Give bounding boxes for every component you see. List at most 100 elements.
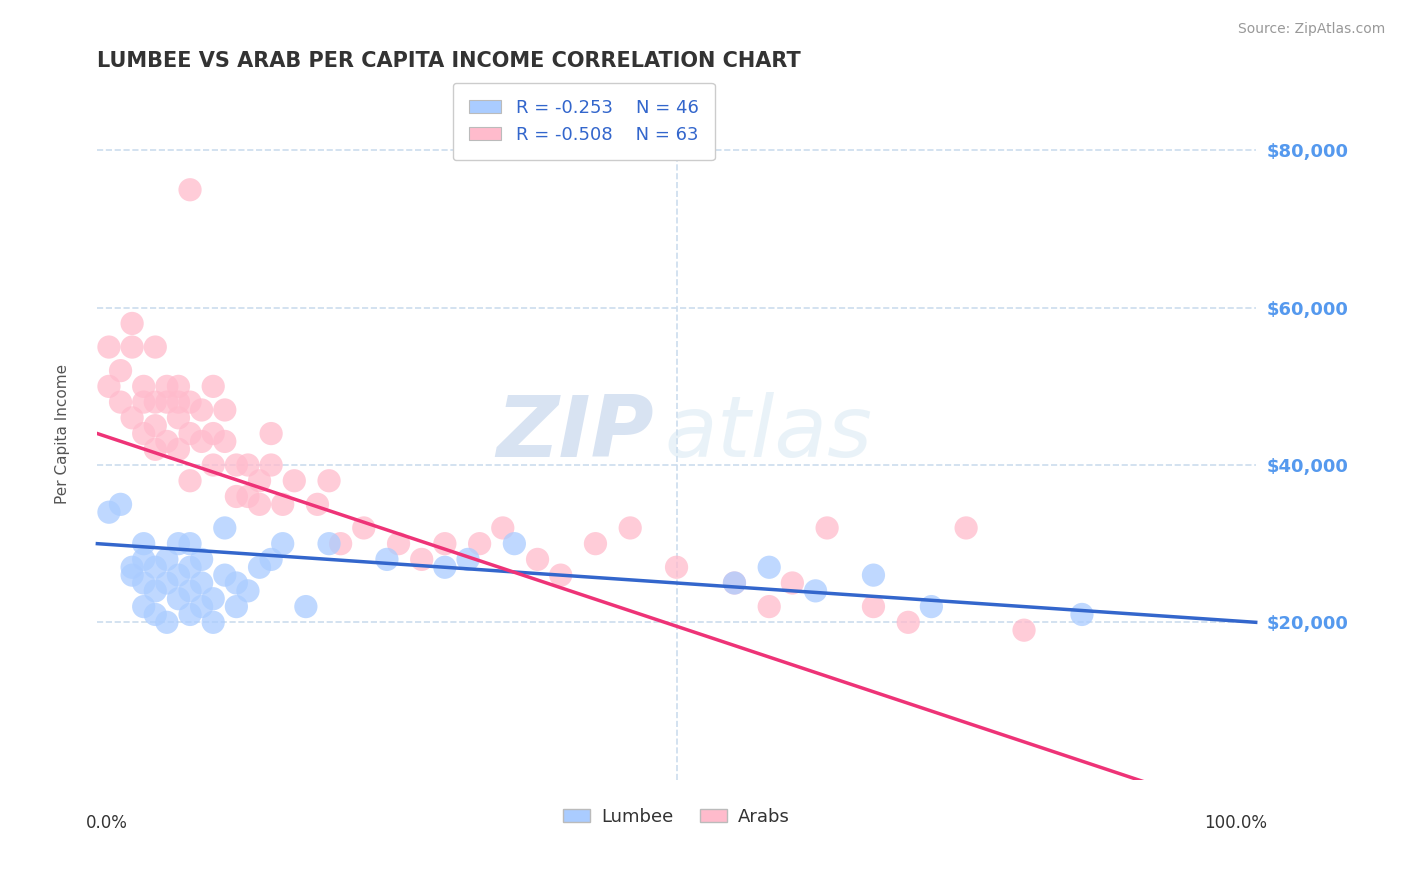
Point bbox=[121, 560, 143, 574]
Point bbox=[307, 497, 329, 511]
Point bbox=[167, 591, 190, 606]
Point bbox=[179, 395, 201, 409]
Text: ZIP: ZIP bbox=[496, 392, 654, 475]
Point bbox=[121, 410, 143, 425]
Point bbox=[143, 560, 166, 574]
Point bbox=[202, 615, 225, 630]
Point bbox=[143, 418, 166, 433]
Point bbox=[1012, 623, 1035, 637]
Point bbox=[143, 583, 166, 598]
Point bbox=[143, 442, 166, 457]
Point bbox=[433, 560, 456, 574]
Point bbox=[723, 576, 745, 591]
Point bbox=[167, 395, 190, 409]
Point bbox=[167, 410, 190, 425]
Point bbox=[179, 560, 201, 574]
Point bbox=[271, 497, 294, 511]
Point bbox=[179, 426, 201, 441]
Point bbox=[179, 607, 201, 622]
Point bbox=[318, 536, 340, 550]
Point bbox=[156, 379, 179, 393]
Point bbox=[503, 536, 526, 550]
Point bbox=[179, 183, 201, 197]
Point bbox=[585, 536, 607, 550]
Point bbox=[143, 340, 166, 354]
Point bbox=[260, 426, 283, 441]
Point bbox=[202, 591, 225, 606]
Point bbox=[179, 474, 201, 488]
Point bbox=[353, 521, 375, 535]
Point bbox=[411, 552, 433, 566]
Text: atlas: atlas bbox=[665, 392, 873, 475]
Point bbox=[121, 340, 143, 354]
Point bbox=[665, 560, 688, 574]
Text: 0.0%: 0.0% bbox=[86, 814, 128, 832]
Point bbox=[202, 426, 225, 441]
Point bbox=[97, 379, 120, 393]
Point bbox=[260, 552, 283, 566]
Point bbox=[214, 521, 236, 535]
Point bbox=[167, 568, 190, 582]
Point bbox=[1071, 607, 1094, 622]
Point bbox=[225, 576, 247, 591]
Point bbox=[619, 521, 641, 535]
Point bbox=[121, 568, 143, 582]
Point bbox=[156, 552, 179, 566]
Point bbox=[97, 340, 120, 354]
Point bbox=[271, 536, 294, 550]
Point bbox=[143, 607, 166, 622]
Point bbox=[457, 552, 479, 566]
Point bbox=[167, 379, 190, 393]
Point bbox=[121, 317, 143, 331]
Point bbox=[955, 521, 977, 535]
Point bbox=[815, 521, 838, 535]
Point bbox=[375, 552, 398, 566]
Point bbox=[132, 395, 155, 409]
Point bbox=[190, 403, 212, 417]
Point bbox=[804, 583, 827, 598]
Point bbox=[236, 583, 259, 598]
Point bbox=[97, 505, 120, 519]
Point bbox=[179, 536, 201, 550]
Point bbox=[167, 442, 190, 457]
Point bbox=[143, 395, 166, 409]
Point bbox=[110, 395, 132, 409]
Text: LUMBEE VS ARAB PER CAPITA INCOME CORRELATION CHART: LUMBEE VS ARAB PER CAPITA INCOME CORRELA… bbox=[97, 51, 801, 70]
Point bbox=[132, 599, 155, 614]
Text: 100.0%: 100.0% bbox=[1205, 814, 1267, 832]
Point bbox=[249, 497, 271, 511]
Point bbox=[318, 474, 340, 488]
Point bbox=[782, 576, 804, 591]
Point bbox=[550, 568, 572, 582]
Point bbox=[214, 568, 236, 582]
Point bbox=[225, 458, 247, 472]
Point bbox=[190, 576, 212, 591]
Point bbox=[190, 434, 212, 449]
Point bbox=[283, 474, 305, 488]
Point bbox=[132, 379, 155, 393]
Point bbox=[214, 434, 236, 449]
Point bbox=[249, 560, 271, 574]
Point bbox=[387, 536, 409, 550]
Point bbox=[132, 536, 155, 550]
Point bbox=[202, 379, 225, 393]
Point bbox=[295, 599, 318, 614]
Point bbox=[758, 560, 780, 574]
Point bbox=[132, 576, 155, 591]
Point bbox=[156, 434, 179, 449]
Text: Source: ZipAtlas.com: Source: ZipAtlas.com bbox=[1237, 22, 1385, 37]
Point bbox=[329, 536, 352, 550]
Point bbox=[526, 552, 548, 566]
Point bbox=[179, 583, 201, 598]
Point bbox=[862, 568, 884, 582]
Point bbox=[202, 458, 225, 472]
Point bbox=[492, 521, 515, 535]
Point bbox=[225, 490, 247, 504]
Point bbox=[132, 426, 155, 441]
Point bbox=[723, 576, 745, 591]
Point bbox=[236, 458, 259, 472]
Point bbox=[225, 599, 247, 614]
Point bbox=[758, 599, 780, 614]
Text: Per Capita Income: Per Capita Income bbox=[55, 364, 70, 504]
Point bbox=[156, 615, 179, 630]
